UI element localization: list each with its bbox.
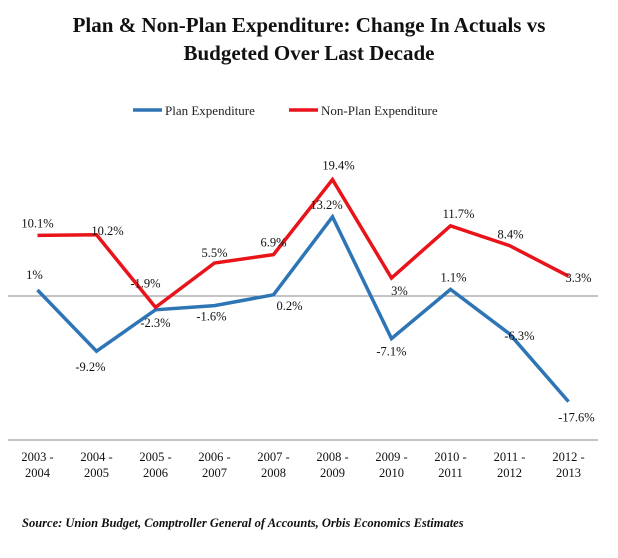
x-tick-label-8-line-0: 2011 - xyxy=(494,450,526,464)
data-label-s0-0: 1% xyxy=(26,268,43,282)
x-tick-label-1-line-0: 2004 - xyxy=(80,450,112,464)
x-tick-label-2-line-0: 2005 - xyxy=(139,450,171,464)
data-label-s1-8: 8.4% xyxy=(497,228,523,242)
data-label-s0-4: 0.2% xyxy=(276,299,302,313)
data-label-layer: 1% -9.2% -2.3% -1.6% 0.2% 13.2% -7.1% 1.1% -6.3%… xyxy=(21,159,594,425)
chart-title-line-1: Plan & Non-Plan Expenditure: Change In A… xyxy=(73,13,546,37)
data-label-s0-8: -6.3% xyxy=(504,329,534,343)
chart-title-line-2: Budgeted Over Last Decade xyxy=(183,41,434,65)
x-tick-label-9-line-1: 2013 xyxy=(556,466,581,480)
x-tick-label-5-line-1: 2009 xyxy=(320,466,345,480)
data-label-s0-2: -2.3% xyxy=(140,316,170,330)
data-label-s1-3: 5.5% xyxy=(201,246,227,260)
data-label-s1-4: 6.9% xyxy=(260,236,286,250)
x-tick-label-3-line-0: 2006 - xyxy=(198,450,230,464)
data-label-s1-6: 3% xyxy=(391,284,408,298)
x-tick-label-7-line-1: 2011 xyxy=(438,466,463,480)
data-label-s1-1: 10.2% xyxy=(91,224,123,238)
x-tick-label-0-line-1: 2004 xyxy=(25,466,51,480)
x-tick-label-5-line-0: 2008 - xyxy=(316,450,348,464)
data-label-s0-6: -7.1% xyxy=(376,345,406,359)
data-label-s0-1: -9.2% xyxy=(75,360,105,374)
x-tick-label-8-line-1: 2012 xyxy=(497,466,522,480)
data-label-s1-0: 10.1% xyxy=(21,216,53,230)
x-tick-label-4-line-0: 2007 - xyxy=(257,450,289,464)
x-tick-label-0-line-0: 2003 - xyxy=(21,450,53,464)
x-axis-tick-labels: 2003 - 2004 2004 - 2005 2005 - 2006 2006 - 2007… xyxy=(21,450,584,480)
data-label-s0-9: -17.6% xyxy=(558,411,594,425)
data-label-s0-3: -1.6% xyxy=(196,310,226,324)
legend: Plan Expenditure Non-Plan Expenditure xyxy=(133,103,438,118)
x-tick-label-2-line-1: 2006 xyxy=(143,466,168,480)
series-line-1 xyxy=(37,176,570,310)
x-tick-label-1-line-1: 2005 xyxy=(84,466,109,480)
x-tick-label-7-line-0: 2010 - xyxy=(434,450,466,464)
data-label-s1-9: 3.3% xyxy=(565,271,591,285)
data-label-s1-2: -1.9% xyxy=(130,276,160,290)
x-tick-label-3-line-1: 2007 xyxy=(202,466,227,480)
series-line-0 xyxy=(36,213,570,403)
x-tick-label-6-line-1: 2010 xyxy=(379,466,404,480)
source-note: Source: Union Budget, Comptroller Genera… xyxy=(22,516,464,530)
data-label-s1-7: 11.7% xyxy=(443,207,475,221)
data-label-s0-5: 13.2% xyxy=(310,198,342,212)
x-tick-label-4-line-1: 2008 xyxy=(261,466,286,480)
x-tick-label-9-line-0: 2012 - xyxy=(552,450,584,464)
data-label-s0-7: 1.1% xyxy=(440,270,466,284)
data-label-s1-5: 19.4% xyxy=(322,159,354,173)
legend-label-non-plan: Non-Plan Expenditure xyxy=(321,103,438,118)
legend-label-plan: Plan Expenditure xyxy=(165,103,255,118)
x-tick-label-6-line-0: 2009 - xyxy=(375,450,407,464)
series-layer xyxy=(36,176,570,403)
